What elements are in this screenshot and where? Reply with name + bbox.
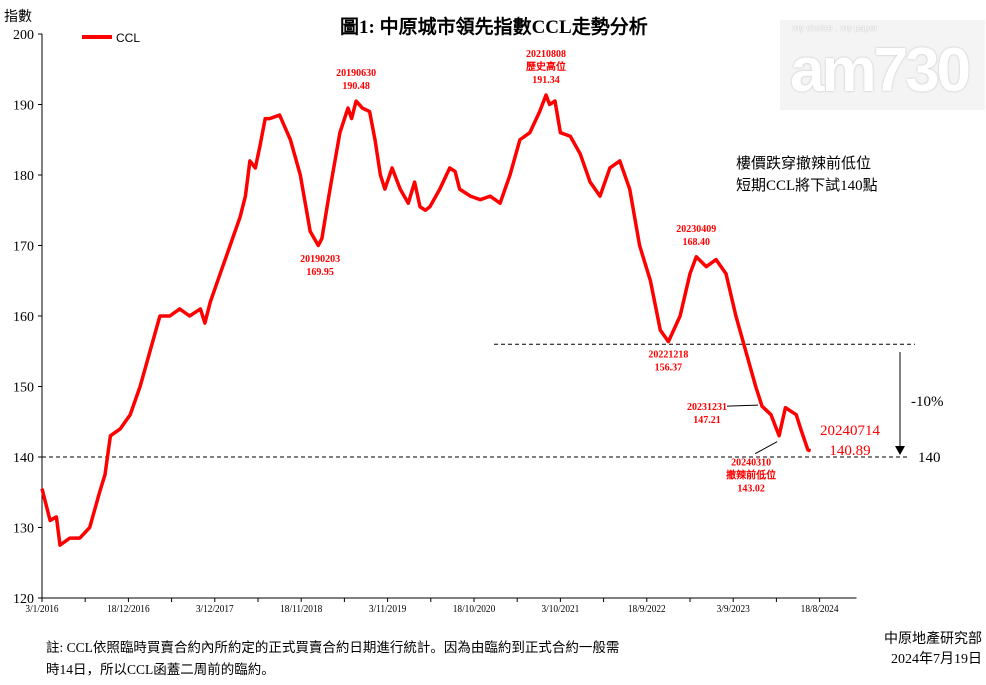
annotation-arrow	[726, 404, 759, 407]
footnote-line-2: 時14日，所以CCL函蓋二周前的臨約。	[46, 662, 275, 677]
annotation-20190630: 20190630	[336, 68, 376, 79]
y-axis-label: 指數	[4, 10, 32, 25]
source-org: 中原地產研究部	[884, 632, 982, 647]
y-tick-label: 180	[13, 169, 34, 184]
drop-arrow-head	[895, 446, 905, 455]
y-tick-label: 190	[13, 99, 34, 114]
annotation-20190203: 20190203	[300, 254, 340, 265]
commentary-line-2: 短期CCL將下試140點	[736, 178, 878, 194]
annotation-20221218: 20221218	[648, 350, 688, 361]
annotation-20221218: 156.37	[655, 363, 683, 374]
y-tick-label: 160	[13, 310, 34, 325]
change-label: -10%	[911, 394, 944, 410]
y-tick-label: 130	[13, 522, 34, 537]
legend-label: CCL	[116, 31, 140, 45]
x-tick-label: 3/11/2019	[369, 603, 407, 615]
chart-title: 圖1: 中原城市領先指數CCL走勢分析	[340, 17, 648, 38]
source: 中原地產研究部 2024年7月19日	[884, 630, 982, 670]
y-tick-label: 200	[13, 28, 34, 43]
latest-value: 140.89	[829, 443, 871, 459]
x-tick-label: 3/1/2016	[25, 603, 58, 615]
y-tick-label: 170	[13, 240, 34, 255]
annotation-20231231: 147.21	[693, 415, 721, 426]
logo-text: am730	[790, 36, 971, 105]
latest-annotation: 20240714 140.89	[820, 421, 880, 461]
am730-logo: my choice . my paper am730	[780, 20, 985, 110]
annotation-20190630: 190.48	[342, 81, 370, 92]
annotation-20210808: 20210808	[526, 49, 566, 60]
x-tick-label: 18/12/2016	[107, 603, 150, 615]
footnote: 註: CCL依照臨時買賣合約內所約定的正式買賣合約日期進行統計。因為由臨約到正式…	[46, 637, 619, 681]
x-tick-label: 3/9/2023	[717, 603, 750, 615]
annotation-20230409: 20230409	[676, 224, 716, 235]
commentary-line-1: 樓價跌穿撤辣前低位	[736, 156, 872, 172]
y-tick-label: 150	[13, 381, 34, 396]
ref-line-label-140: 140	[918, 450, 941, 466]
x-tick-label: 18/9/2022	[628, 603, 666, 615]
annotation-20190203: 169.95	[306, 267, 334, 278]
annotation-20210808: 歷史高位	[526, 60, 566, 73]
latest-date: 20240714	[820, 423, 880, 439]
y-tick-label: 120	[13, 592, 34, 607]
annotation-20210808: 191.34	[532, 75, 560, 86]
y-tick-label: 140	[13, 451, 34, 466]
x-tick-label: 3/10/2021	[541, 603, 579, 615]
annotation-20240310: 143.02	[737, 484, 765, 495]
annotation-20240310: 20240310	[731, 458, 771, 469]
logo-tagline: my choice . my paper	[792, 23, 878, 33]
x-tick-label: 18/11/2018	[280, 603, 322, 615]
annotation-20240310: 撤辣前低位	[726, 469, 776, 482]
commentary: 樓價跌穿撤辣前低位 短期CCL將下試140點	[736, 153, 878, 197]
annotation-20230409: 168.40	[683, 237, 711, 248]
x-tick-label: 18/8/2024	[801, 603, 839, 615]
annotation-arrow	[754, 441, 778, 455]
x-tick-label: 18/10/2020	[453, 603, 496, 615]
source-date: 2024年7月19日	[891, 652, 982, 667]
x-tick-label: 3/12/2017	[196, 603, 234, 615]
ccl-series-line	[40, 93, 812, 547]
footnote-line-1: 註: CCL依照臨時買賣合約內所約定的正式買賣合約日期進行統計。因為由臨約到正式…	[46, 640, 620, 655]
annotation-20231231: 20231231	[687, 402, 727, 413]
